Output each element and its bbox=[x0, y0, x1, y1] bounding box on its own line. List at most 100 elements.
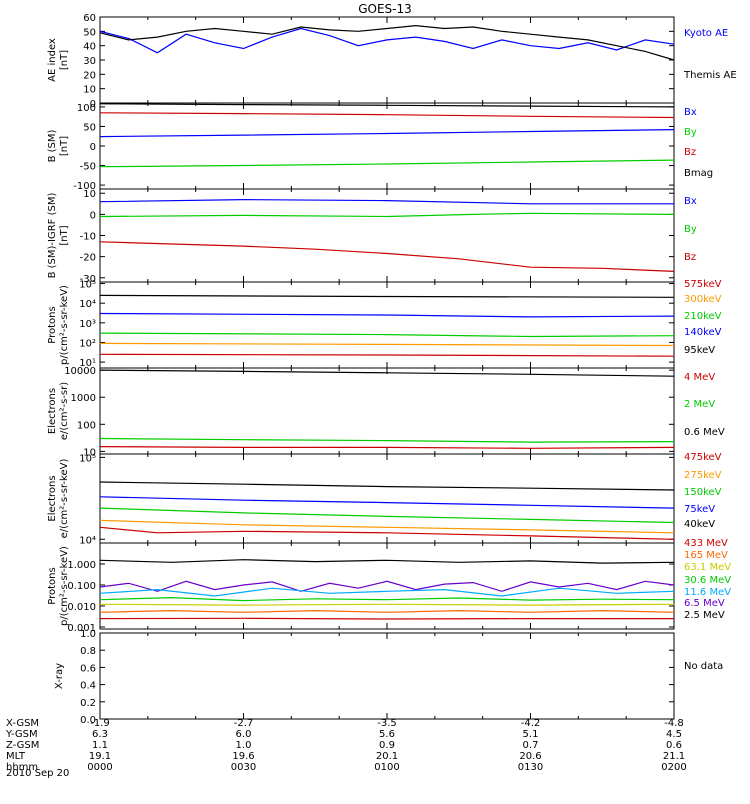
legend-entry: 11.6 MeV bbox=[684, 587, 731, 598]
orbit-cell: 20.6 bbox=[519, 751, 541, 762]
y-axis-label: X-ray bbox=[54, 663, 65, 689]
y-tick-label: 0.010 bbox=[67, 602, 96, 613]
panel-4: 10¹ 10² 10³ 10⁴ 10⁵ Protons p/(cm²-s-sr-keV) 57… bbox=[47, 279, 722, 369]
y-tick-label: 0.2 bbox=[80, 698, 96, 709]
y-tick-label: 10⁴ bbox=[79, 299, 96, 310]
y-tick-label: 10⁵ bbox=[79, 453, 96, 464]
y-tick-label: 100 bbox=[77, 103, 96, 114]
y-tick-label: 1.0 bbox=[80, 629, 96, 640]
orbit-cell: 0000 bbox=[87, 762, 112, 773]
legend-entry: 275keV bbox=[684, 470, 722, 481]
orbit-cell: -4.8 bbox=[664, 718, 684, 729]
y-tick-label: 100 bbox=[77, 420, 96, 431]
panel-frame bbox=[99, 632, 675, 720]
series-line-bz bbox=[99, 112, 675, 119]
panel-frame bbox=[99, 16, 675, 104]
y-tick-label: 0.001 bbox=[67, 623, 96, 634]
panel-frame bbox=[99, 542, 675, 630]
orbit-cell: -1.9 bbox=[90, 718, 110, 729]
series-line-bx bbox=[99, 129, 675, 138]
date-label: 2010 Sep 20 bbox=[6, 768, 69, 779]
legend-entry: 575keV bbox=[684, 279, 722, 290]
orbit-cell: 0.9 bbox=[379, 740, 395, 751]
orbit-row-label: hhmm bbox=[6, 762, 38, 773]
legend-entry: 2 MeV bbox=[684, 399, 715, 410]
series-line-0-6-mev bbox=[99, 369, 675, 377]
panel-frame bbox=[99, 102, 675, 190]
figure-title: GOES-13 bbox=[358, 2, 412, 16]
series-line-300kev bbox=[99, 342, 675, 347]
y-axis-label: [nT] bbox=[59, 50, 70, 70]
y-axis-label: Electrons bbox=[47, 388, 58, 434]
legend-entry: Kyoto AE bbox=[684, 28, 728, 39]
orbit-cell: 21.1 bbox=[663, 751, 685, 762]
series-line-475kev bbox=[99, 526, 675, 540]
y-axis-label: [nT] bbox=[59, 136, 70, 156]
y-tick-label: 30 bbox=[83, 56, 96, 67]
y-tick-label: -100 bbox=[73, 181, 96, 192]
legend-entry: By bbox=[684, 127, 697, 138]
legend-entry: Bmag bbox=[684, 168, 713, 179]
legend-entry: 40keV bbox=[684, 519, 715, 530]
panel-5: 10 100 1000 10000 Electrons e/(cm²-s-sr) 4 MeV… bbox=[47, 366, 725, 458]
series-line-275kev bbox=[99, 519, 675, 534]
y-tick-label: 0.100 bbox=[67, 581, 96, 592]
orbit-cell: 4.5 bbox=[666, 729, 682, 740]
series-line-bmag bbox=[99, 103, 675, 108]
y-axis-label: Electrons bbox=[47, 475, 58, 521]
legend-entry: 433 MeV bbox=[684, 538, 728, 549]
y-axis-label: AE index bbox=[47, 38, 58, 82]
series-line-bz bbox=[99, 241, 675, 272]
series-line-95kev bbox=[99, 294, 675, 298]
legend-entry: 95keV bbox=[684, 345, 715, 356]
series-line-75kev bbox=[99, 496, 675, 509]
y-tick-label: -20 bbox=[80, 253, 96, 264]
series-line-by bbox=[99, 212, 675, 218]
y-tick-label: -10 bbox=[80, 232, 96, 243]
y-tick-label: 10³ bbox=[79, 319, 96, 330]
orbit-cell: 5.6 bbox=[379, 729, 395, 740]
legend-entry: Bz bbox=[684, 147, 696, 158]
y-axis-label: Protons bbox=[47, 567, 58, 604]
legend-entry: 63.1 MeV bbox=[684, 562, 731, 573]
series-line-40kev bbox=[99, 481, 675, 491]
legend-entry: 150keV bbox=[684, 487, 722, 498]
y-tick-label: -50 bbox=[80, 162, 96, 173]
panel-3: -30 -20 -10 0 10 B (SM)-IGRF (SM) [nT] Bx By Bz bbox=[47, 188, 697, 285]
y-tick-label: 10² bbox=[79, 338, 96, 349]
y-axis-label: p/(cm²-s-sr-keV) bbox=[59, 546, 70, 626]
y-tick-label: 10 bbox=[83, 189, 96, 200]
orbit-cell: -2.7 bbox=[234, 718, 254, 729]
y-tick-label: -30 bbox=[80, 274, 96, 285]
y-tick-label: 0 bbox=[90, 210, 96, 221]
y-tick-label: 10¹ bbox=[79, 358, 96, 369]
y-tick-label: 0.4 bbox=[80, 681, 96, 692]
y-tick-label: 20 bbox=[83, 70, 96, 81]
legend-entry: 4 MeV bbox=[684, 372, 715, 383]
y-tick-label: 1.000 bbox=[67, 560, 96, 571]
series-line-150kev bbox=[99, 507, 675, 524]
legend-entry: Bz bbox=[684, 252, 696, 263]
orbit-row-label: Y-GSM bbox=[5, 729, 38, 740]
y-tick-label: 60 bbox=[83, 13, 96, 24]
legend-entry: 0.6 MeV bbox=[684, 427, 725, 438]
series-line-210kev bbox=[99, 332, 675, 338]
series-line-by bbox=[99, 159, 675, 168]
series-line-30-6-mev bbox=[99, 596, 675, 602]
y-tick-label: 10 bbox=[83, 447, 96, 458]
y-tick-label: 10⁵ bbox=[79, 280, 96, 291]
orbit-cell: 0.7 bbox=[523, 740, 539, 751]
series-line-kyoto-ae bbox=[99, 27, 675, 54]
orbit-cell: 6.3 bbox=[92, 729, 108, 740]
orbit-cell: -3.5 bbox=[377, 718, 397, 729]
series-line-433-mev bbox=[99, 617, 674, 620]
y-tick-label: 0.8 bbox=[80, 646, 96, 657]
orbit-cell: 0.6 bbox=[666, 740, 682, 751]
y-tick-label: 50 bbox=[83, 27, 96, 38]
orbit-cell: 6.0 bbox=[236, 729, 252, 740]
orbit-cell: 0200 bbox=[661, 762, 686, 773]
panel-6: 10⁴ 10⁵ Electrons e/(cm²-s-sr-keV) 475keV 275… bbox=[47, 452, 722, 546]
orbit-row-label: Z-GSM bbox=[6, 740, 39, 751]
legend-entry: Themis AE bbox=[683, 70, 737, 81]
